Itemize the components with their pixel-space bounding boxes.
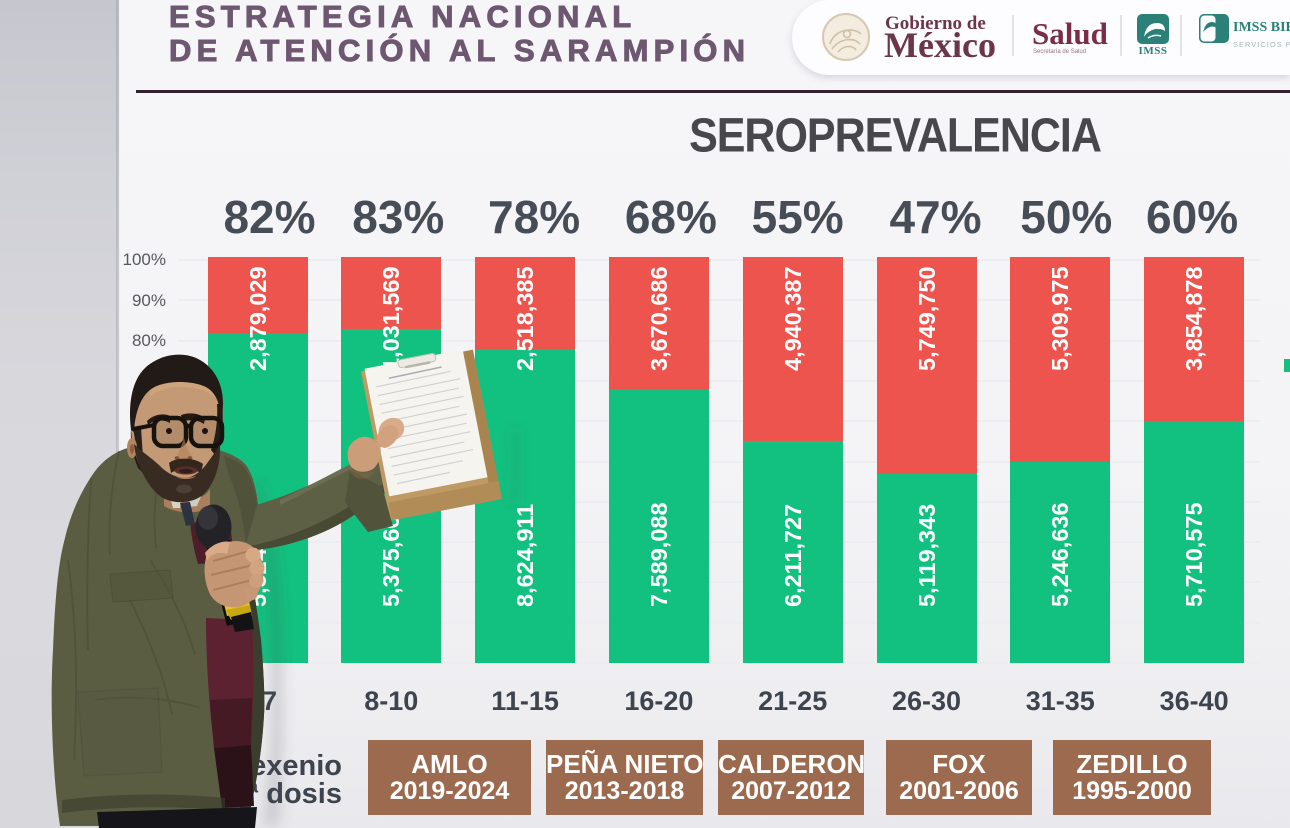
- svg-text:SERVICIOS PÚBLICOS D: SERVICIOS PÚBLICOS D: [1233, 40, 1290, 49]
- svg-text:Secretaría de Salud: Secretaría de Salud: [1033, 49, 1086, 55]
- svg-text:Gobierno de: Gobierno de: [885, 13, 986, 34]
- svg-text:Salud: Salud: [1032, 16, 1108, 51]
- svg-text:IMSS: IMSS: [1139, 45, 1168, 57]
- svg-text:IMSS BIENESTAR: IMSS BIENESTAR: [1233, 20, 1290, 35]
- svg-text:México: México: [884, 25, 996, 65]
